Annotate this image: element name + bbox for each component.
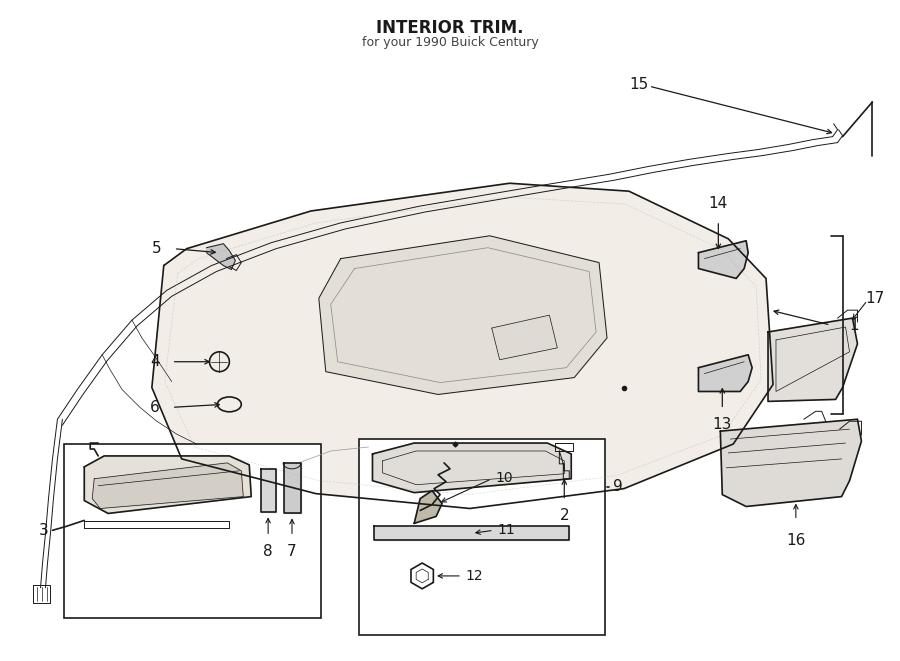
Polygon shape [720,419,861,506]
Polygon shape [373,443,572,492]
Bar [358,439,605,635]
Polygon shape [284,463,301,514]
Polygon shape [768,318,858,401]
Text: 11: 11 [498,524,516,537]
Text: INTERIOR TRIM.: INTERIOR TRIM. [376,19,524,36]
Polygon shape [374,526,570,540]
Text: 2: 2 [560,508,569,524]
Text: 6: 6 [150,400,160,415]
Polygon shape [206,244,235,270]
Text: 8: 8 [264,544,273,559]
Polygon shape [414,490,442,524]
Text: 14: 14 [708,196,728,211]
Text: 1: 1 [850,317,859,332]
Text: 4: 4 [150,354,160,369]
Text: 15: 15 [629,77,648,92]
Text: 9: 9 [613,479,623,494]
Polygon shape [698,241,748,278]
Text: 13: 13 [713,417,732,432]
Text: 5: 5 [152,241,162,256]
Bar [65,444,320,617]
Text: 7: 7 [287,544,297,559]
Polygon shape [92,463,243,508]
Text: 3: 3 [39,523,49,538]
Polygon shape [319,236,607,395]
Text: 12: 12 [466,569,483,583]
Polygon shape [85,456,251,514]
Text: 10: 10 [496,471,513,485]
Polygon shape [152,183,773,508]
Polygon shape [698,355,752,391]
Polygon shape [491,315,557,360]
Polygon shape [261,469,276,512]
Text: 16: 16 [787,533,806,548]
Text: for your 1990 Buick Century: for your 1990 Buick Century [362,36,538,48]
Polygon shape [555,443,573,451]
Text: 17: 17 [866,291,885,306]
